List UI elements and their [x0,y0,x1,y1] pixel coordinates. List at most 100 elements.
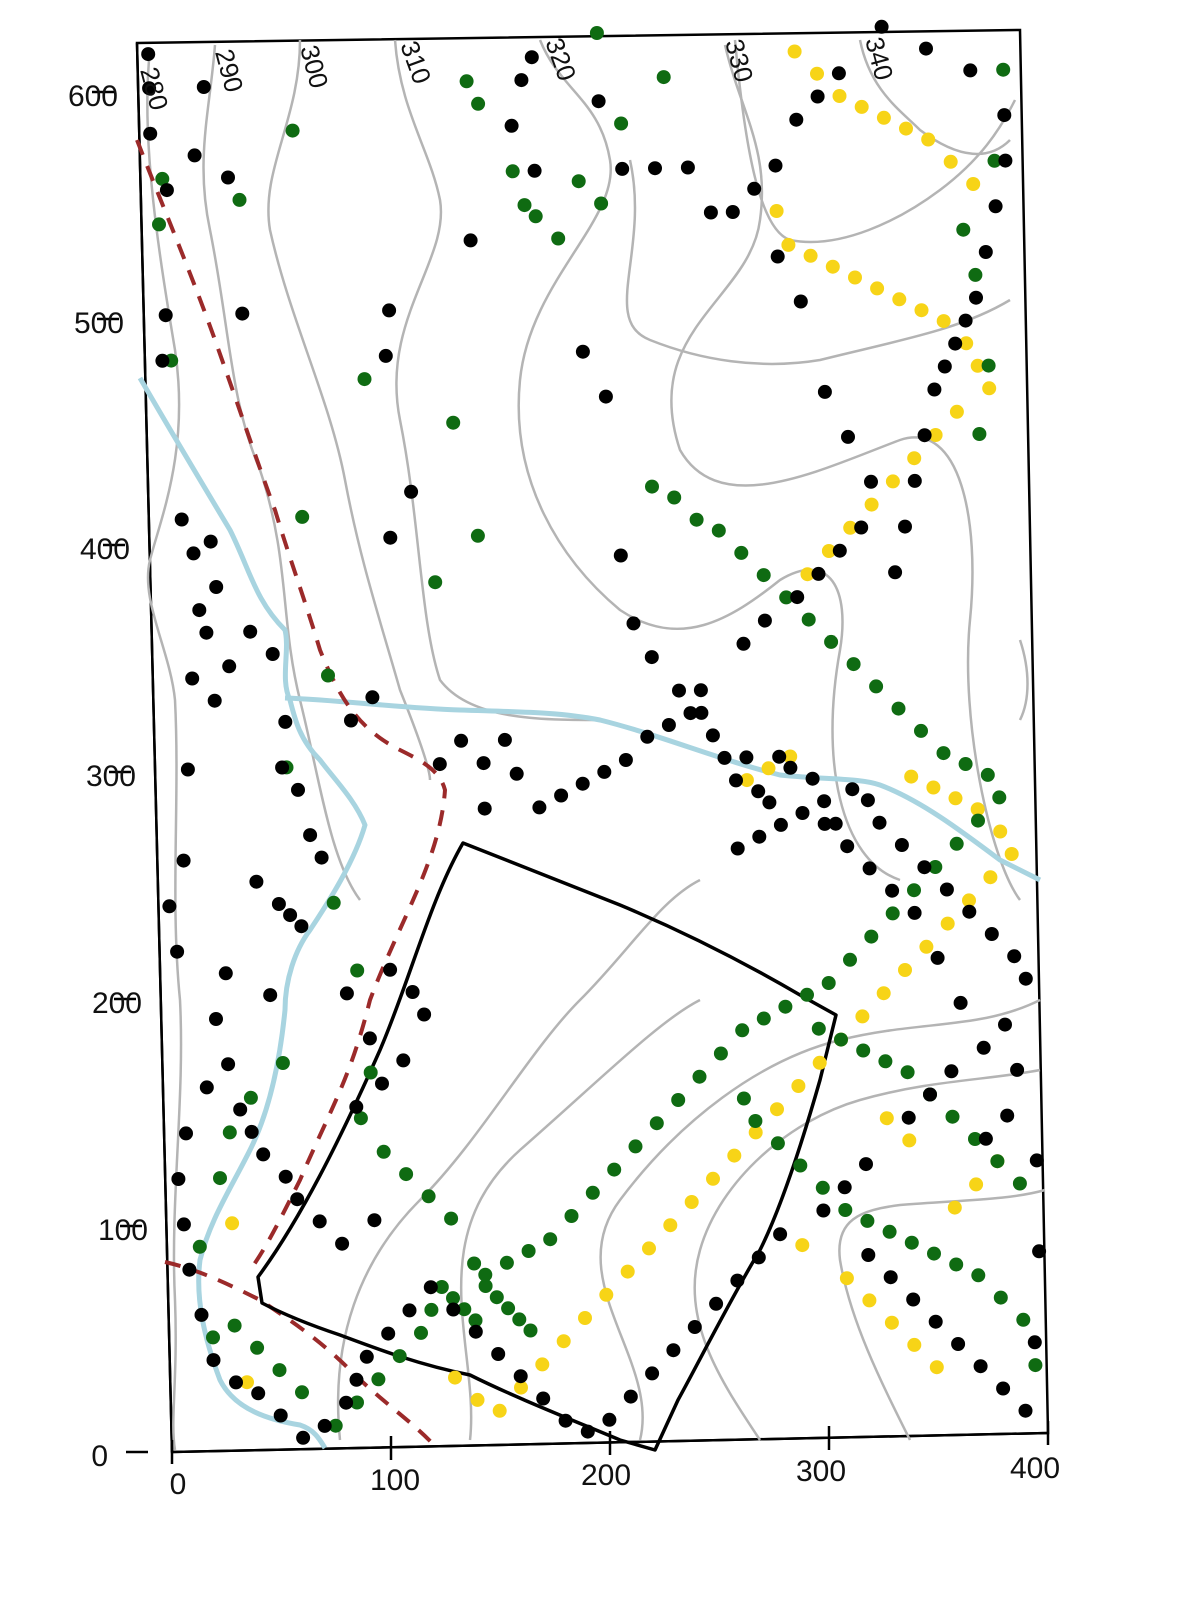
black-point [917,860,932,875]
black-point [513,1369,528,1384]
yellow-point [825,259,840,274]
black-point [645,1366,660,1381]
yellow-point [983,870,998,885]
black-point [984,927,999,941]
black-point [626,616,641,631]
black-point [917,428,932,443]
black-point [640,729,655,744]
black-point [155,353,170,368]
study-plot-boundary [256,841,838,1452]
yellow-point [599,1287,614,1302]
black-point [859,1157,873,1172]
black-point [514,73,529,88]
green-point [735,1023,750,1038]
black-point [273,1408,288,1423]
black-point [171,1172,186,1186]
black-point [962,904,977,919]
green-point [734,545,749,560]
black-point [477,801,492,816]
black-point [339,1395,354,1410]
black-point [810,89,825,104]
black-point [186,546,201,561]
black-point [196,80,211,94]
black-point [615,161,630,176]
green-point [295,1385,309,1400]
green-point [692,1069,707,1084]
yellow-point [870,281,885,296]
green-point [392,1349,407,1364]
black-point [602,1412,617,1427]
x-tick-label-200: 200 [581,1459,631,1492]
black-point [404,484,419,499]
green-point [928,860,943,874]
black-point [687,1320,702,1334]
yellow-point [959,336,974,351]
green-point [551,231,566,246]
green-point [971,813,985,828]
black-point [194,1307,209,1322]
black-point [837,1180,852,1195]
yellow-point [620,1264,635,1279]
green-point [326,895,341,910]
y-tick-label-500: 500 [74,307,124,340]
green-point [801,612,816,627]
black-point [532,800,547,815]
green-point [779,590,794,605]
black-point [773,1227,788,1242]
yellow-point [947,1200,962,1215]
black-point [527,163,542,178]
green-point [815,1180,830,1195]
black-point [312,1214,327,1229]
y-tick-label-300: 300 [86,760,136,793]
green-point [945,1109,960,1124]
green-point [232,192,247,207]
black-point [179,1126,193,1141]
yellow-point [791,1079,806,1093]
green-point [936,746,951,761]
green-point [446,1291,460,1306]
black-point [973,1359,988,1374]
black-point [162,899,177,914]
yellow-point [535,1357,550,1372]
black-point [773,817,788,832]
black-point [648,161,662,176]
black-point [180,762,195,777]
contour-label-330: 330 [719,36,759,86]
green-point [275,1056,290,1070]
yellow-point [684,1195,699,1209]
black-point [901,1110,916,1125]
yellow-point [556,1334,571,1349]
green-point [414,1325,428,1340]
green-point [927,1246,941,1261]
black-point [840,839,855,854]
yellow-point [943,154,958,169]
black-point [988,199,1003,214]
black-point [383,962,398,977]
black-point [770,249,785,264]
green-point [628,1139,643,1154]
yellow-point [885,474,900,489]
black-point [923,1087,937,1102]
contour-lines [146,39,1046,1451]
black-point [187,148,202,163]
green-point [321,668,335,683]
black-point [349,1372,364,1387]
yellow-point [800,567,815,582]
black-point [751,784,766,799]
trail-line [135,139,448,1272]
yellow-point [970,358,985,373]
green-point [467,1256,482,1271]
green-point [250,1340,265,1355]
black-point [591,94,606,109]
black-point [335,1236,350,1251]
green-point [821,976,836,990]
black-point [672,683,686,698]
green-point [614,116,629,131]
yellow-point [240,1375,254,1390]
green-point [748,1114,763,1128]
yellow-point [492,1403,507,1418]
black-point [405,985,420,999]
black-point [661,718,676,732]
